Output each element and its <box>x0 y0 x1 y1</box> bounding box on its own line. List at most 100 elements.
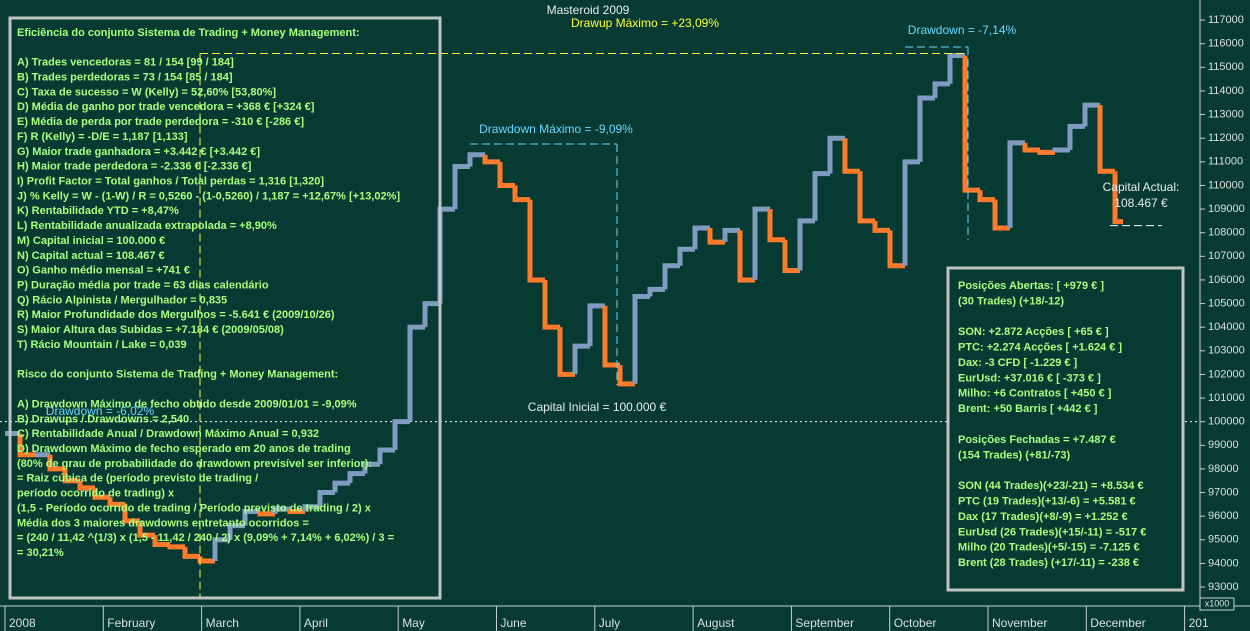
panel-text: = Raiz cúbica de (período previsto de tr… <box>17 473 258 485</box>
y-tick-label: 109000 <box>1208 203 1245 215</box>
y-tick-label: 110000 <box>1208 179 1244 191</box>
panel-text: EurUsd (26 Trades)(+15/-11) = -517 € <box>958 526 1146 538</box>
equity-step <box>917 95 935 162</box>
y-tick-label: 94000 <box>1208 557 1239 569</box>
equity-step <box>737 230 755 283</box>
y-tick-label: 98000 <box>1208 463 1239 475</box>
equity-step <box>77 480 95 491</box>
panel-text: Média dos 3 maiores drawdowns entretanto… <box>17 517 309 529</box>
panel-text: Risco do conjunto Sistema de Trading + M… <box>17 369 338 381</box>
x-tick-label: March <box>206 616 239 630</box>
panel-text: R) Maior Profundidade dos Mergulhos = -5… <box>17 309 335 321</box>
y-tick-label: 107000 <box>1208 250 1245 262</box>
chart-title: Masteroid 2009 <box>547 3 630 17</box>
panel-text: (30 Trades) (+18/-12) <box>958 295 1064 307</box>
panel-text: SON: +2.872 Acções [ +65 € ] <box>958 326 1109 338</box>
panel-text: C) Rentabilidade Anual / Drawdown Máximo… <box>17 428 319 440</box>
equity-step <box>512 185 530 203</box>
equity-step <box>122 504 140 524</box>
equity-step <box>602 305 620 368</box>
equity-step <box>392 419 410 451</box>
equity-step <box>17 433 35 458</box>
y-tick-label: 95000 <box>1208 534 1239 546</box>
equity-step <box>497 161 515 188</box>
y-tick-label: 101000 <box>1208 392 1245 404</box>
panel-text: SON (44 Trades)(+23/-21) = +8.534 € <box>958 480 1144 492</box>
equity-step <box>257 511 275 517</box>
panel-text: = (240 / 11,42 ^(1/3) x (1,5 - 11,42 / 2… <box>17 532 394 544</box>
equity-step <box>452 164 470 210</box>
equity-step <box>422 301 440 328</box>
equity-step <box>932 81 950 99</box>
equity-step <box>467 152 485 167</box>
panel-text: Posições Abertas: [ +979 € ] <box>958 280 1104 292</box>
panel-text: B) Drawups / Drawdowns = 2,540 <box>17 413 189 425</box>
equity-step <box>692 225 710 250</box>
y-tick-label: 117000 <box>1208 14 1244 26</box>
panel-text: = 30,21% <box>17 547 64 559</box>
panel-text: D) Média de ganho por trade vencedora = … <box>17 101 315 113</box>
plot: 93000 94000 95000 96000 97000 98000 99000 10000… <box>0 14 1245 631</box>
equity-step <box>182 546 200 559</box>
y-tick-label: 113000 <box>1208 108 1244 120</box>
equity-step <box>62 468 80 484</box>
equity-step <box>557 327 575 377</box>
equity-step <box>872 220 890 233</box>
drawup-label: Drawup Máximo = +23,09% <box>571 16 719 30</box>
y-tick-label: 114000 <box>1208 85 1244 97</box>
equity-step <box>527 199 545 283</box>
equity-step <box>647 286 665 297</box>
equity-step <box>47 454 65 472</box>
equity-step <box>407 324 425 422</box>
capital-inicial-label: Capital Inicial = 100.000 € <box>528 400 667 414</box>
panel-text: PTC (19 Trades)(+13/-6) = +5.581 € <box>958 496 1136 508</box>
equity-step <box>617 364 635 387</box>
panel-text: A) Trades vencedoras = 81 / 154 [99 / 18… <box>17 57 234 69</box>
equity-step <box>797 218 815 271</box>
equity-step <box>962 55 980 193</box>
panel-text: (154 Trades) (+81/-73) <box>958 449 1071 461</box>
panel-text: A) Drawdown Máximo de fecho obtido desde… <box>17 398 357 410</box>
y-tick-label: 104000 <box>1208 321 1245 333</box>
drawdown-max-label: Drawdown Máximo = -9,09% <box>479 122 633 136</box>
equity-step <box>377 447 395 465</box>
panel-text: EurUsd: +37.016 € [ -373 € ] <box>958 372 1101 384</box>
equity-step <box>857 171 875 224</box>
equity-step <box>332 480 350 493</box>
x-tick-label: September <box>795 616 854 630</box>
panel-text: N) Capital actual = 108.467 € <box>17 250 165 262</box>
y-tick-label: 99000 <box>1208 439 1239 451</box>
panel-text: Dax (17 Trades)(+8/-9) = +1.252 € <box>958 511 1128 523</box>
panel-text: K) Rentabilidade YTD = +8,47% <box>17 205 179 217</box>
equity-step <box>977 190 995 203</box>
panel-text: (80% de grau de probabilidade do drawdow… <box>17 458 372 470</box>
panel-text: (1,5 - Período ocorrido de trading / Per… <box>17 502 372 514</box>
panel-text: I) Profit Factor = Total ganhos / Total … <box>17 176 324 188</box>
equity-step <box>767 209 785 243</box>
unit-label: x1000 <box>1205 598 1230 608</box>
equity-step <box>1112 171 1123 225</box>
equity-step <box>947 53 965 84</box>
equity-step <box>92 487 110 500</box>
x-tick-label: July <box>599 616 620 630</box>
panel-text: E) Média de perda por trade perdedora = … <box>17 116 304 128</box>
equity-step <box>1082 102 1100 127</box>
equity-step <box>317 490 335 507</box>
equity-step <box>1067 123 1085 151</box>
equity-step <box>632 293 650 384</box>
y-tick-label: 97000 <box>1208 486 1239 498</box>
x-tick-label: December <box>1090 616 1145 630</box>
info-panel <box>946 266 1185 592</box>
equity-step <box>227 523 245 540</box>
equity-step <box>242 508 260 526</box>
panel-text: Eficiência do conjunto Sistema de Tradin… <box>17 27 360 39</box>
equity-step <box>887 230 905 269</box>
equity-step <box>827 135 845 174</box>
equity-step <box>707 227 725 245</box>
x-tick-label: October <box>894 616 937 630</box>
equity-step <box>677 246 695 266</box>
x-tick-label: August <box>697 616 735 630</box>
